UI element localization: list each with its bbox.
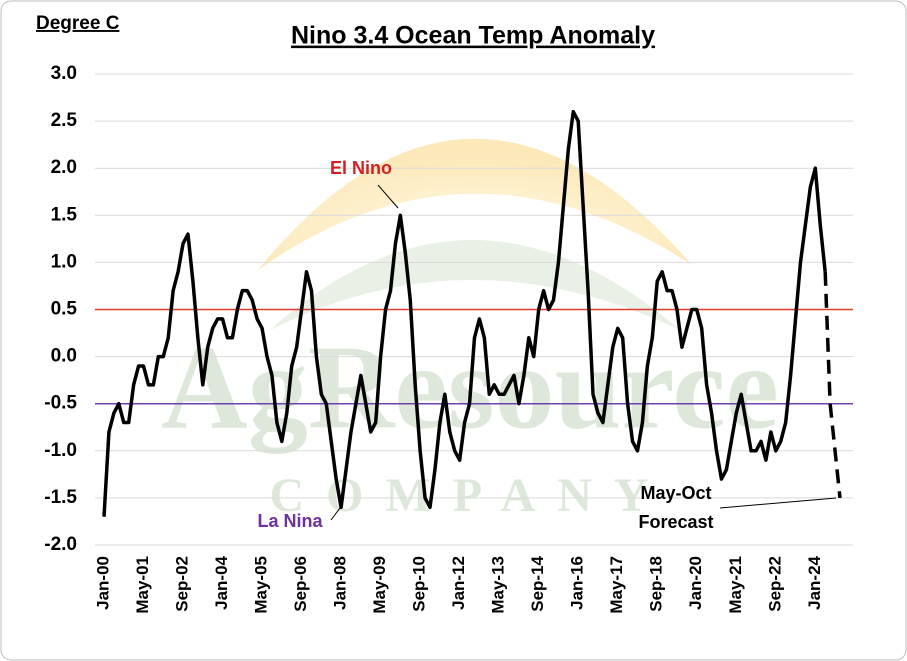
x-tick-label: May-05 (252, 556, 271, 614)
x-tick-label: Jan-08 (331, 556, 350, 610)
annotation-leader (719, 497, 837, 509)
y-tick-label: 0.0 (51, 346, 77, 367)
x-tick-label: Sep-14 (528, 555, 547, 611)
annotation: May-Oct (640, 483, 711, 503)
watermark-sun (258, 138, 692, 270)
x-tick-label: Sep-10 (410, 556, 429, 612)
y-tick-label: -1.0 (44, 440, 77, 461)
x-tick-label: May-17 (607, 556, 626, 614)
x-tick-label: Jan-00 (93, 556, 112, 610)
y-axis-label: Degree C (36, 13, 120, 34)
data-line (102, 109, 827, 517)
annotation: El Nino (330, 158, 392, 178)
x-tick-label: Sep-18 (647, 556, 666, 612)
x-tick-label: Sep-06 (291, 556, 310, 612)
y-tick-label: 2.0 (51, 157, 77, 178)
y-tick-label: -0.5 (44, 393, 77, 414)
y-tick-label: 1.5 (51, 204, 78, 225)
chart-title: Nino 3.4 Ocean Temp Anomaly (291, 22, 655, 50)
data-line (823, 271, 842, 499)
x-tick-label: Jan-04 (212, 555, 231, 609)
x-tick-label: May-21 (726, 556, 745, 614)
x-tick-label: May-13 (489, 556, 508, 614)
x-tick-label: May-01 (133, 556, 152, 614)
y-tick-label: 2.5 (51, 110, 78, 131)
annotation-leader (377, 184, 399, 209)
annotation-leader (330, 507, 341, 521)
x-tick-label: Jan-16 (568, 556, 587, 610)
y-tick-label: -1.5 (44, 487, 77, 508)
y-tick-label: 3.0 (51, 63, 77, 84)
annotation: La Nina (257, 511, 323, 531)
x-tick-label: Jan-20 (686, 556, 705, 610)
watermark-sub: COMPANY (269, 469, 670, 522)
y-tick-label: -2.0 (44, 534, 77, 555)
x-tick-label: Jan-12 (449, 556, 468, 610)
y-tick-label: 1.0 (51, 251, 77, 272)
annotation: Forecast (638, 512, 713, 532)
x-tick-label: Sep-02 (173, 556, 192, 612)
x-tick-label: Sep-22 (765, 556, 784, 612)
y-tick-label: 0.5 (51, 299, 78, 320)
x-tick-label: May-09 (370, 556, 389, 614)
x-tick-label: Jan-24 (805, 555, 824, 609)
